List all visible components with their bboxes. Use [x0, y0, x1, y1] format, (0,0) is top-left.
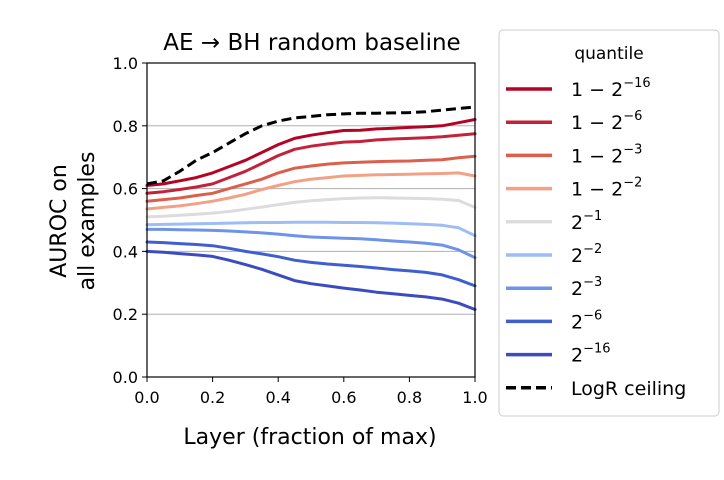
- legend-label: 1 − 2−16: [571, 76, 651, 101]
- x-axis: 0.0 0.2 0.4 0.6 0.8 1.0: [134, 377, 488, 407]
- x-tick-label: 0.8: [397, 388, 422, 407]
- y-tick-label: 1.0: [113, 54, 138, 73]
- x-axis-label: Layer (fraction of max): [183, 425, 436, 450]
- y-tick-label: 0.2: [113, 305, 138, 324]
- series-line: [145, 132, 477, 195]
- legend-label-exponent: −2: [583, 242, 602, 257]
- y-tick-label: 0.4: [113, 242, 138, 261]
- series-line: [145, 196, 477, 219]
- legend-label-base: 2: [571, 311, 583, 333]
- series-line: [145, 118, 477, 187]
- legend-label-base: 2: [571, 278, 583, 300]
- x-tick-label: 0.2: [200, 388, 225, 407]
- series-line: [145, 240, 477, 288]
- legend-label-base: 2: [571, 245, 583, 267]
- legend-label-base: 1 − 2: [571, 179, 623, 201]
- series-line: [145, 171, 477, 211]
- legend-entries: 1 − 2−161 − 2−61 − 2−31 − 2−22−12−22−32−…: [506, 76, 686, 400]
- legend-label: 2−3: [571, 275, 602, 300]
- legend-label: 1 − 2−6: [571, 109, 642, 134]
- legend-label: 2−2: [571, 242, 602, 267]
- plot-frame: [146, 62, 476, 378]
- y-tick-label: 0.8: [113, 117, 138, 136]
- series-line: [145, 154, 477, 203]
- legend-label-base: 1 − 2: [571, 79, 623, 101]
- legend-label: 1 − 2−3: [571, 142, 642, 167]
- x-tick-label: 0.0: [134, 388, 159, 407]
- legend-label: 2−16: [571, 342, 611, 367]
- y-axis: 0.0 0.2 0.4 0.6 0.8 1.0: [113, 54, 147, 387]
- legend-label-exponent: −3: [583, 275, 602, 290]
- legend-label: 2−1: [571, 209, 602, 234]
- legend-label-base: 1 − 2: [571, 145, 623, 167]
- legend-label-exponent: −6: [623, 109, 642, 124]
- chart-title: AE → BH random baseline: [163, 30, 460, 56]
- series-line: [145, 220, 477, 238]
- legend: quantile 1 − 2−161 − 2−61 − 2−31 − 2−22−…: [498, 29, 720, 417]
- legend-title: quantile: [574, 44, 643, 64]
- legend-label: 2−6: [571, 308, 602, 333]
- legend-label-base: 2: [571, 212, 583, 234]
- series-line: [145, 249, 477, 311]
- x-tick-label: 0.4: [265, 388, 290, 407]
- x-tick-label: 0.6: [331, 388, 356, 407]
- legend-label: 1 − 2−2: [571, 176, 642, 201]
- series-line: [145, 227, 477, 260]
- y-tick-label: 0.0: [113, 368, 138, 387]
- legend-label: LogR ceiling: [571, 378, 686, 400]
- legend-label-exponent: −6: [583, 308, 602, 323]
- legend-label-base: 1 − 2: [571, 112, 623, 134]
- gridlines: [147, 62, 475, 378]
- legend-label-base: 2: [571, 345, 583, 367]
- legend-label-exponent: −2: [623, 176, 642, 191]
- legend-label-exponent: −16: [623, 76, 650, 91]
- series-lines: [145, 105, 477, 311]
- series-line: [146, 105, 476, 186]
- y-axis-label-line2: all examples: [75, 152, 100, 291]
- x-tick-label: 1.0: [462, 388, 487, 407]
- legend-label-exponent: −16: [583, 342, 610, 357]
- legend-box: [498, 29, 720, 417]
- legend-label-exponent: −3: [623, 142, 642, 157]
- y-tick-label: 0.6: [113, 180, 138, 199]
- legend-label-exponent: −1: [583, 209, 602, 224]
- y-axis-label-line1: AUROC on: [47, 164, 72, 278]
- legend-label-base: LogR ceiling: [571, 378, 686, 400]
